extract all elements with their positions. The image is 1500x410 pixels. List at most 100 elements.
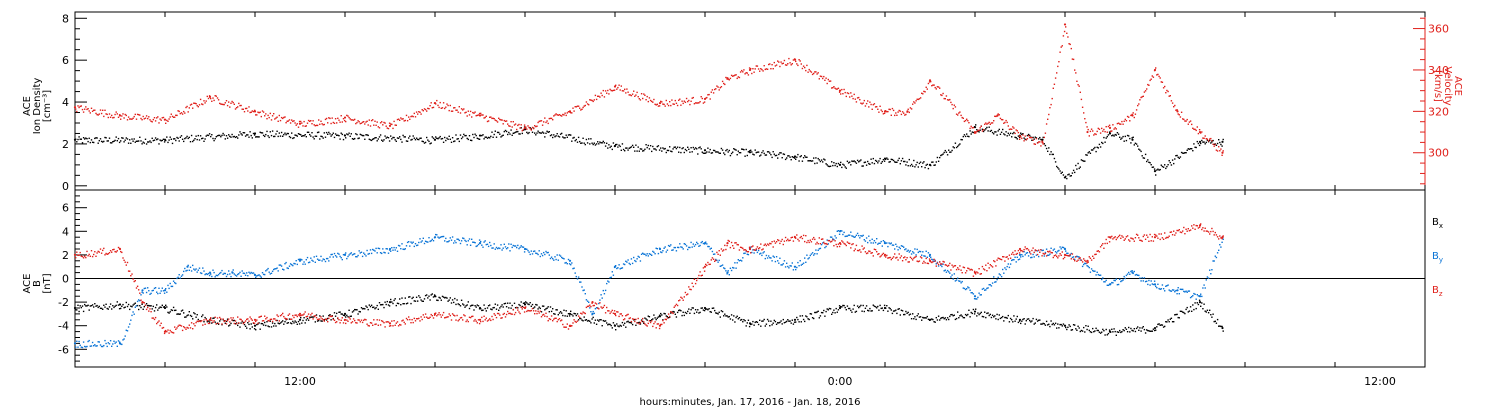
data-point: [985, 289, 987, 291]
data-point: [1156, 74, 1158, 76]
data-point: [997, 130, 999, 132]
data-point: [517, 124, 519, 127]
data-point: [133, 303, 135, 305]
data-point: [880, 307, 882, 310]
data-point: [608, 323, 610, 325]
data-point: [422, 314, 424, 316]
data-point: [536, 312, 538, 315]
data-point: [653, 314, 655, 316]
data-point: [991, 314, 994, 316]
data-point: [429, 105, 431, 107]
data-point: [519, 304, 521, 307]
data-point: [1049, 107, 1051, 109]
data-point: [952, 146, 954, 148]
data-point: [613, 324, 617, 327]
data-point: [534, 306, 536, 308]
data-point: [1130, 142, 1132, 144]
data-point: [795, 321, 797, 323]
data-point: [791, 156, 793, 158]
data-point: [221, 134, 223, 137]
data-point: [540, 316, 543, 318]
data-point: [790, 322, 792, 324]
data-point: [661, 314, 663, 316]
data-point: [899, 110, 901, 112]
data-point: [369, 125, 372, 127]
data-point: [79, 251, 81, 254]
data-point: [313, 124, 315, 126]
data-point: [523, 311, 526, 313]
data-point: [284, 321, 286, 323]
data-point: [411, 319, 413, 321]
data-point: [724, 153, 726, 156]
data-point: [147, 117, 149, 120]
data-point: [1211, 140, 1213, 142]
data-point: [98, 341, 100, 343]
data-point: [1213, 145, 1215, 147]
data-point: [286, 120, 288, 122]
data-point: [208, 321, 211, 323]
data-point: [1106, 334, 1108, 336]
data-point: [369, 249, 372, 251]
data-point: [441, 107, 444, 109]
data-point: [1052, 249, 1054, 251]
data-point: [519, 312, 521, 315]
data-point: [102, 249, 104, 252]
data-point: [910, 108, 913, 110]
data-point: [323, 132, 325, 134]
data-point: [376, 121, 378, 123]
data-point: [976, 298, 978, 300]
data-point: [351, 311, 354, 313]
data-point: [284, 317, 286, 319]
data-point: [414, 243, 417, 245]
data-point: [230, 317, 232, 319]
data-point: [249, 131, 251, 133]
data-point: [836, 311, 838, 313]
data-point: [336, 256, 338, 258]
data-point: [622, 319, 625, 321]
data-point: [467, 301, 469, 303]
data-point: [917, 98, 919, 101]
data-point: [454, 297, 456, 300]
data-point: [973, 130, 977, 134]
data-point: [284, 263, 286, 265]
data-point: [359, 311, 361, 313]
data-point: [395, 124, 397, 126]
data-point: [238, 273, 240, 275]
data-point: [1164, 164, 1166, 166]
data-point: [519, 127, 521, 129]
data-point: [688, 148, 690, 150]
data-point: [1177, 113, 1179, 115]
data-point: [158, 143, 160, 145]
data-point: [928, 318, 932, 321]
data-point: [194, 325, 196, 327]
data-point: [226, 319, 229, 322]
data-point: [613, 265, 617, 268]
data-point: [285, 319, 287, 321]
data-point: [910, 253, 913, 255]
data-point: [865, 237, 868, 239]
data-point: [313, 138, 315, 140]
data-point: [151, 308, 153, 310]
data-point: [122, 339, 124, 341]
data-point: [451, 110, 454, 112]
data-point: [135, 287, 138, 289]
data-point: [1150, 330, 1152, 332]
data-point: [329, 133, 331, 135]
data-point: [289, 318, 292, 320]
data-point: [417, 300, 419, 302]
data-point: [315, 316, 318, 319]
data-point: [615, 329, 617, 331]
data-point: [148, 141, 150, 143]
data-point: [832, 238, 834, 240]
data-point: [80, 138, 82, 140]
data-point: [701, 274, 703, 276]
data-point: [607, 280, 609, 282]
data-point: [739, 319, 742, 321]
data-point: [1210, 142, 1212, 144]
data-point: [187, 327, 189, 329]
data-point: [437, 104, 439, 107]
data-point: [589, 320, 591, 322]
data-point: [951, 103, 953, 106]
data-point: [923, 90, 925, 93]
data-point: [257, 274, 259, 277]
